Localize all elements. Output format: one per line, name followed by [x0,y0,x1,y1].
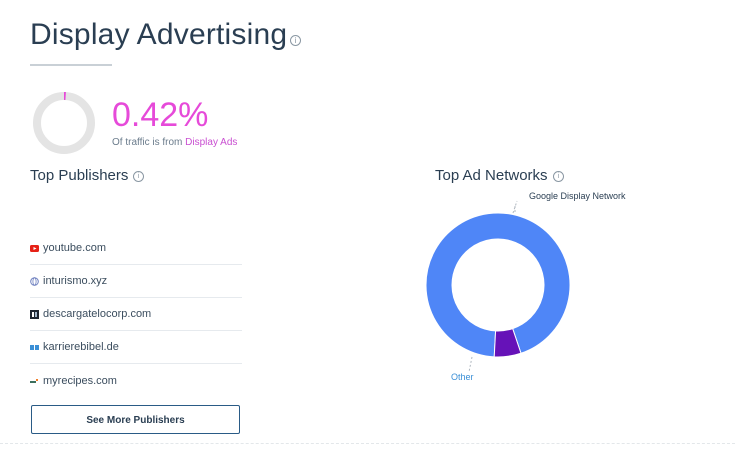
ad-networks-heading: Top Ad Networks [435,167,548,184]
page-title: Display Advertising [30,18,288,51]
publisher-row[interactable]: karrierebibel.de [30,331,242,364]
info-icon[interactable]: i [290,35,301,46]
publisher-domain[interactable]: karrierebibel.de [43,341,119,353]
publishers-heading: Top Publishers [30,167,129,184]
subtitle-prefix: Of traffic is from [112,137,186,148]
dc-logo-icon [30,309,39,319]
display-ads-link[interactable]: Display Ads [185,137,238,148]
publisher-row[interactable]: youtube.com [30,232,242,265]
network-label-other: Other [451,372,474,382]
publisher-row[interactable]: myrecipes.com [30,364,242,397]
traffic-subtitle: Of traffic is from Display Ads [112,137,237,148]
publisher-row[interactable]: inturismo.xyz [30,265,242,298]
mr-logo-icon [30,376,39,385]
traffic-percentage: 0.42% [112,96,209,134]
kb-logo-icon [30,343,39,352]
publisher-domain[interactable]: inturismo.xyz [43,275,108,287]
donut-slice-other[interactable] [493,327,522,358]
publisher-domain[interactable]: youtube.com [43,242,106,254]
ad-networks-donut-chart [425,200,571,373]
publisher-row[interactable]: descargatelocorp.com [30,298,242,331]
section-divider [0,443,735,444]
title-underline [30,64,112,66]
youtube-icon [30,244,39,253]
see-more-publishers-button[interactable]: See More Publishers [31,405,240,434]
ad-networks-info-icon[interactable]: i [553,171,564,182]
donut-share-arc [33,92,95,154]
publisher-domain[interactable]: descargatelocorp.com [43,308,152,320]
publishers-info-icon[interactable]: i [133,171,144,182]
publisher-domain[interactable]: myrecipes.com [43,374,117,387]
display-share-donut [33,92,95,154]
globe-icon [30,276,39,286]
donut-slice-google-display-network[interactable] [425,212,571,358]
publishers-list: youtube.com inturismo.xyz descargateloco… [30,232,242,397]
other-leader-line [468,356,473,373]
network-label-main: Google Display Network [529,191,626,201]
donut-track [33,92,95,154]
